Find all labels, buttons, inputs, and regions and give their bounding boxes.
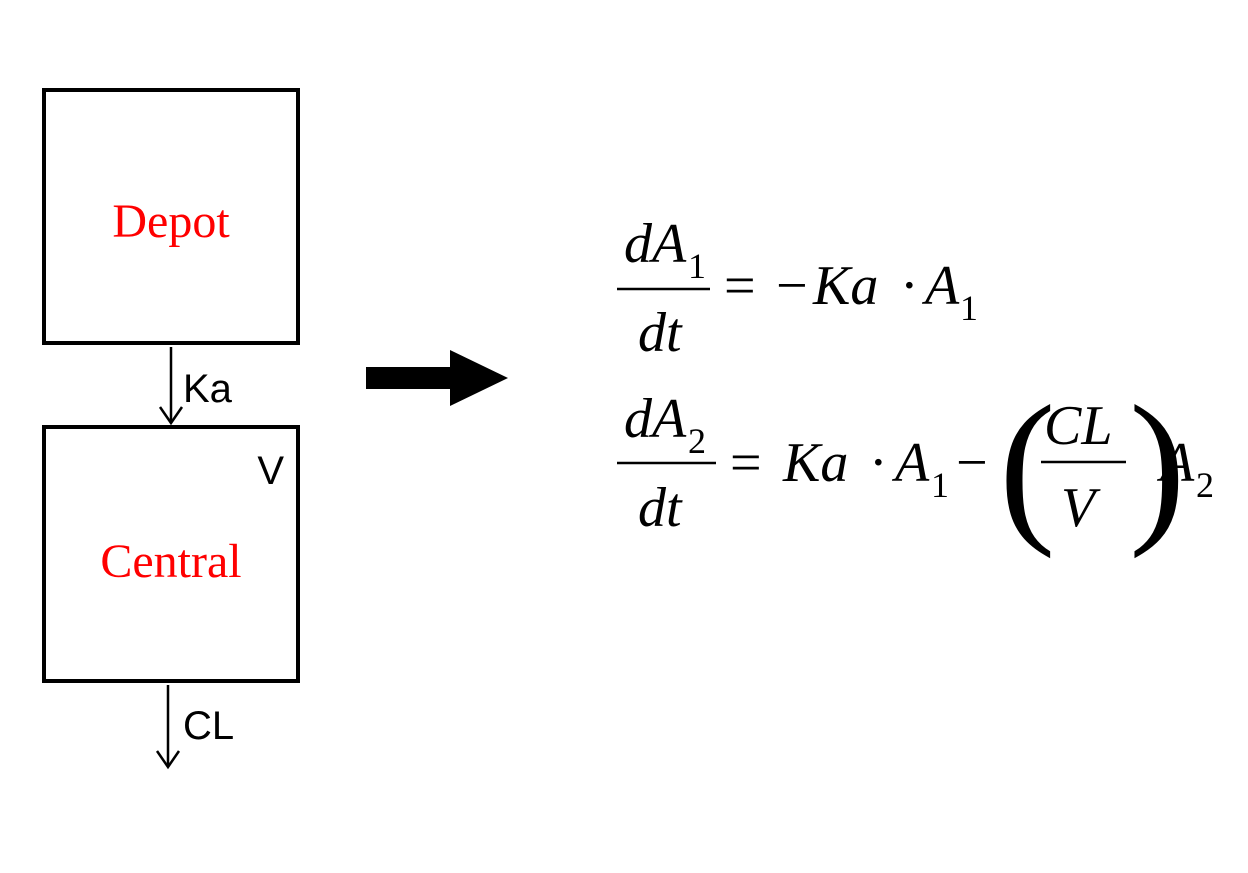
equation-1: d A 1 dt = − Ka · A 1 — [617, 213, 978, 364]
eq1-equals: = — [724, 255, 756, 317]
volume-label: V — [257, 449, 284, 493]
eq2-d: d — [624, 388, 653, 450]
transition-arrow — [366, 350, 508, 406]
central-label: Central — [100, 535, 242, 588]
absorption-rate-label: Ka — [183, 367, 232, 411]
eq1-rate: Ka — [812, 255, 878, 317]
eq2-equals: = — [730, 432, 762, 494]
eq2-rhs-sub-1: 1 — [931, 465, 949, 505]
clearance-label: CL — [183, 704, 235, 748]
eq2-rhs-var-2: A — [1156, 432, 1195, 494]
eq2-dot: · — [869, 432, 888, 494]
eq1-var-sub: 1 — [688, 246, 706, 286]
eq1-dt: dt — [638, 302, 683, 364]
eq2-dt: dt — [638, 477, 683, 539]
eq2-rhs-sub-2: 2 — [1196, 465, 1214, 505]
depot-label: Depot — [112, 195, 230, 248]
eq2-rate: Ka — [782, 432, 848, 494]
eq1-dot: · — [900, 255, 919, 317]
eq2-open-paren: ( — [999, 371, 1056, 559]
eq2-rhs-var-1: A — [891, 432, 930, 494]
eq2-var: A — [648, 388, 687, 450]
absorption-arrow — [158, 347, 184, 426]
eq2-fraction-denominator: V — [1061, 477, 1101, 539]
eq2-close-paren: ) — [1129, 371, 1186, 559]
eq1-d: d — [624, 213, 653, 275]
eq1-var: A — [648, 213, 687, 275]
eq2-fraction-numerator: CL — [1044, 395, 1113, 457]
depot-compartment-box: Depot — [42, 88, 300, 345]
eq1-rhs-var: A — [921, 255, 960, 317]
central-compartment-box: V Central — [42, 425, 300, 683]
eq2-var-sub: 2 — [688, 421, 706, 461]
eq1-rhs-sub: 1 — [960, 288, 978, 328]
equation-2: d A 2 dt = Ka · A 1 − ( CL V ) A 2 — [617, 371, 1214, 559]
eq1-minus: − — [776, 255, 808, 317]
elimination-arrow — [155, 685, 181, 770]
eq2-minus: − — [956, 432, 988, 494]
